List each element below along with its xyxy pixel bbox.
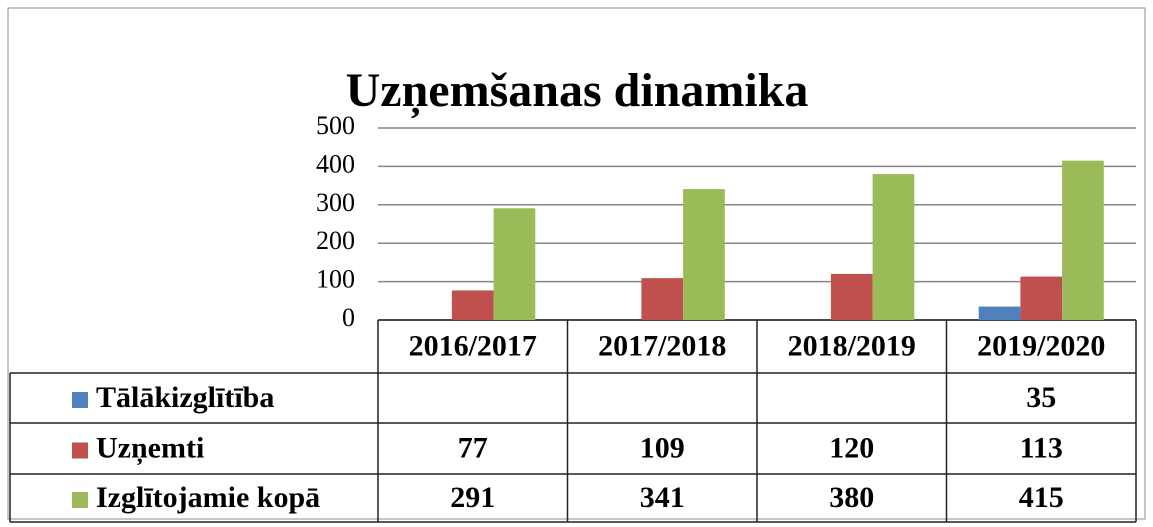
table-value: 120 — [829, 431, 874, 464]
legend-swatch — [72, 442, 88, 459]
bar — [830, 273, 873, 320]
y-tick-label: 500 — [316, 111, 355, 140]
legend-swatch — [72, 392, 88, 408]
bar — [978, 306, 1021, 320]
y-tick-label: 200 — [316, 226, 355, 255]
y-tick-label: 0 — [342, 303, 355, 332]
legend-swatch — [72, 492, 88, 508]
y-tick-label: 100 — [316, 265, 355, 294]
legend-label: Uzņemti — [96, 431, 204, 465]
x-tick-label: 2016/2017 — [409, 329, 537, 362]
bar — [683, 189, 725, 320]
y-tick-label: 300 — [316, 188, 355, 217]
chart-border — [7, 7, 1146, 520]
table-value: 380 — [829, 481, 874, 514]
table-value: 109 — [640, 431, 685, 464]
table-value: 113 — [1020, 431, 1063, 464]
chart-title: Uzņemšanas dinamika — [346, 64, 809, 119]
x-tick-label: 2019/2020 — [977, 329, 1105, 362]
table-value: 291 — [450, 481, 495, 514]
bar — [641, 278, 684, 320]
bar — [1062, 160, 1104, 320]
table-value: 341 — [640, 481, 685, 514]
table-value: 35 — [1026, 381, 1056, 414]
bar — [493, 208, 536, 320]
legend-label: Izglītojamie kopā — [96, 481, 320, 514]
bar — [451, 290, 494, 320]
bar — [872, 174, 915, 320]
table-value: 77 — [458, 431, 488, 464]
y-tick-label: 400 — [316, 149, 355, 178]
bar — [1020, 276, 1063, 320]
legend-label: Tālākizglītība — [96, 381, 274, 414]
table-value: 415 — [1019, 481, 1064, 514]
x-tick-label: 2018/2019 — [788, 329, 916, 362]
x-tick-label: 2017/2018 — [598, 329, 726, 362]
